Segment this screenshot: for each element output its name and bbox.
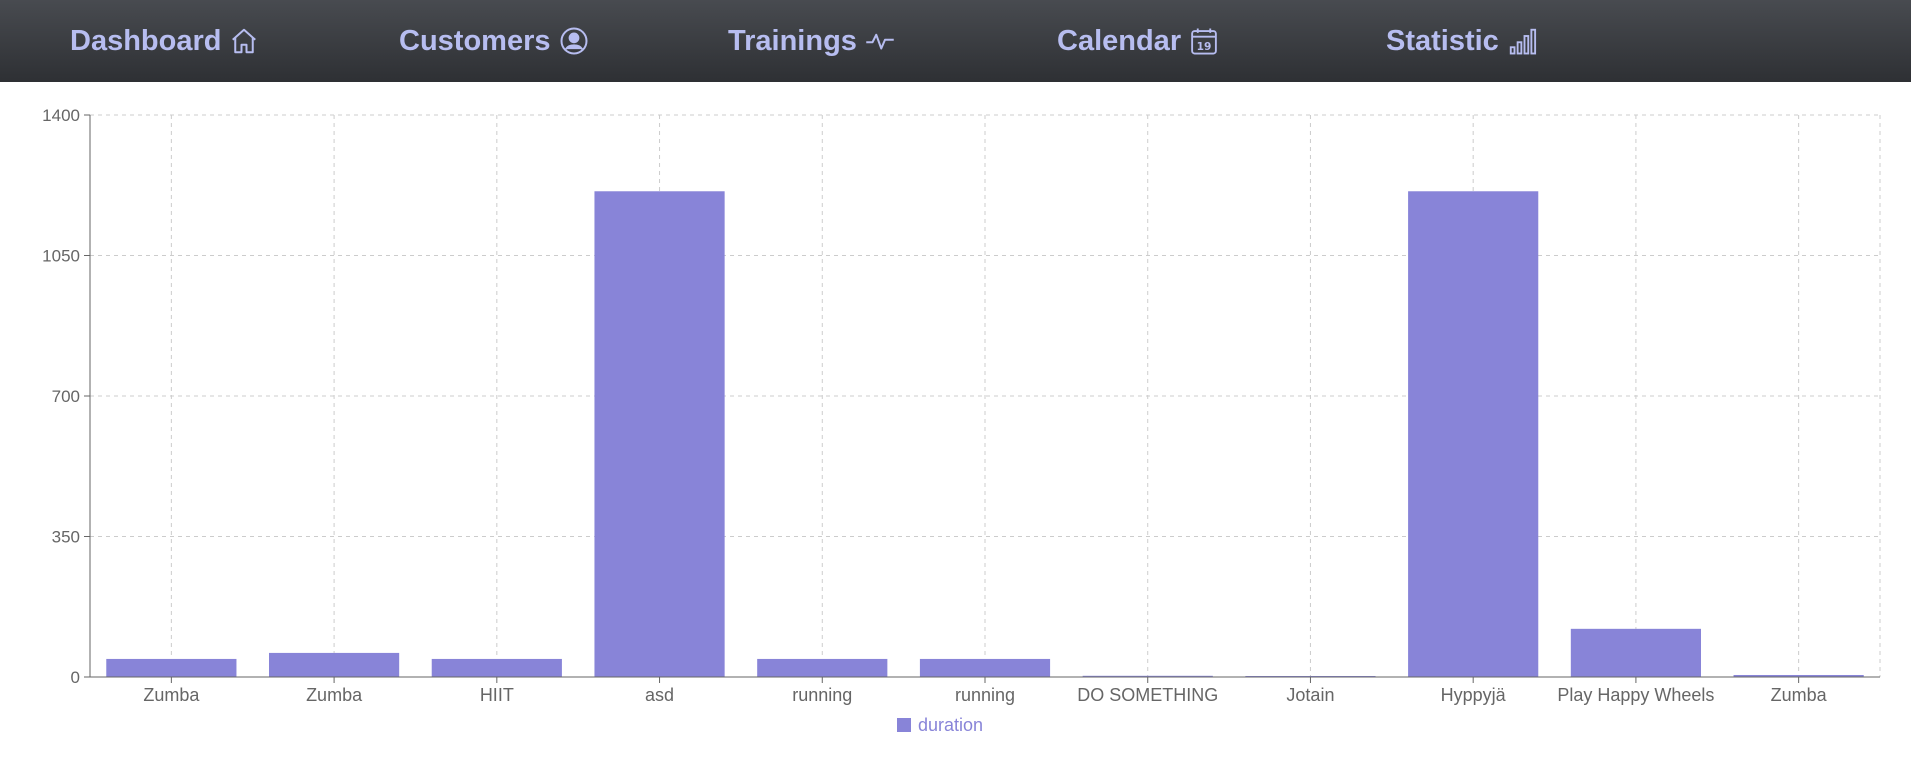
activity-icon bbox=[866, 33, 894, 50]
legend-swatch bbox=[897, 718, 911, 732]
person-circle-icon bbox=[560, 27, 587, 55]
x-tick-label: Zumba bbox=[143, 685, 200, 705]
bar[interactable] bbox=[1082, 675, 1213, 677]
nav-customers-label: Customers bbox=[399, 24, 551, 57]
nav-dashboard[interactable]: Dashboard bbox=[70, 0, 259, 82]
y-tick-label: 0 bbox=[71, 668, 80, 687]
nav-calendar[interactable]: Calendar 19 bbox=[1057, 0, 1219, 82]
bar[interactable] bbox=[106, 658, 237, 677]
calendar-icon-day: 19 bbox=[1197, 40, 1212, 53]
nav-dashboard-label: Dashboard bbox=[70, 24, 222, 57]
x-tick-label: running bbox=[792, 685, 852, 705]
calendar-icon: 19 bbox=[1191, 28, 1217, 55]
x-tick-label: DO SOMETHING bbox=[1077, 685, 1218, 705]
bar[interactable] bbox=[1570, 628, 1701, 677]
nav-calendar-label: Calendar bbox=[1057, 24, 1182, 57]
nav-statistic[interactable]: Statistic bbox=[1386, 0, 1537, 82]
x-tick-label: HIIT bbox=[480, 685, 514, 705]
y-tick-label: 1050 bbox=[42, 247, 80, 266]
y-tick-label: 1400 bbox=[42, 106, 80, 125]
bar-chart-icon bbox=[1509, 28, 1536, 55]
x-tick-label: running bbox=[955, 685, 1015, 705]
duration-bar-chart: 0 350 700 1050 1400 Zumba Zumba HIIT asd running r… bbox=[42, 106, 1881, 735]
bar[interactable] bbox=[594, 191, 725, 677]
x-tick-label: Jotain bbox=[1286, 685, 1334, 705]
bar[interactable] bbox=[269, 652, 400, 677]
x-tick-label: Hyppyjä bbox=[1441, 685, 1507, 705]
nav-customers[interactable]: Customers bbox=[399, 0, 589, 82]
y-tick-label: 350 bbox=[52, 528, 80, 547]
nav-trainings-label: Trainings bbox=[728, 24, 857, 57]
x-tick-label: Zumba bbox=[306, 685, 363, 705]
bar[interactable] bbox=[919, 658, 1051, 677]
x-tick-label: asd bbox=[645, 685, 674, 705]
nav-trainings[interactable]: Trainings bbox=[728, 0, 895, 82]
bar[interactable] bbox=[431, 658, 562, 677]
legend-label: duration bbox=[918, 715, 983, 735]
house-icon bbox=[232, 28, 257, 54]
x-tick-label: Zumba bbox=[1771, 685, 1828, 705]
bar[interactable] bbox=[1733, 674, 1864, 677]
navbar: Dashboard Customers Trainings Calendar 1… bbox=[0, 0, 1911, 82]
bar[interactable] bbox=[1408, 191, 1539, 677]
y-tick-label: 700 bbox=[52, 387, 80, 406]
nav-statistic-label: Statistic bbox=[1386, 24, 1499, 57]
x-tick-label: Play Happy Wheels bbox=[1557, 685, 1714, 705]
bar[interactable] bbox=[757, 658, 888, 677]
